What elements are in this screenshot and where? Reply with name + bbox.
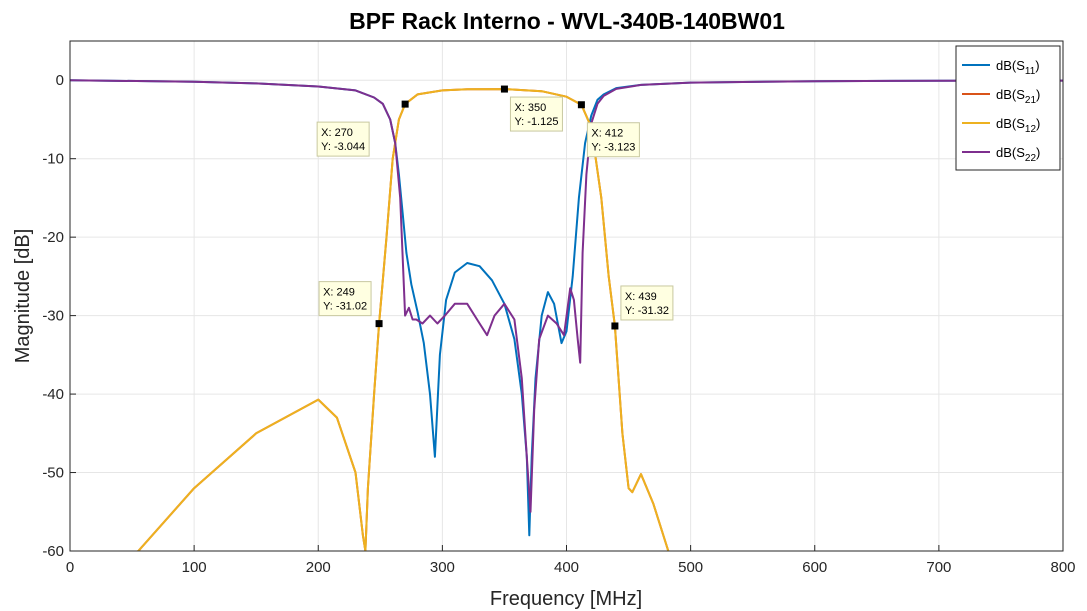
x-tick-label: 400 <box>554 559 579 576</box>
y-tick-label: 0 <box>56 72 64 89</box>
y-tick-label: -40 <box>42 386 64 403</box>
datatips: X: 270 Y: -3.044 X: 350 Y: -1.125 X: 412 Y: -… <box>316 85 674 330</box>
legend-label: dB(S11) <box>996 58 1040 77</box>
datatip-box <box>318 281 372 317</box>
series-s22-line <box>70 79 1063 513</box>
datatip-box <box>586 122 640 158</box>
legend-label-close: ) <box>1036 87 1040 102</box>
y-axis-label: Magnitude [dB] <box>12 229 34 364</box>
datatip-marker <box>577 101 585 109</box>
legend-label-subscript: 22 <box>1025 153 1037 164</box>
datatip-x-text: X: 350 <box>514 102 546 114</box>
legend-label-main: dB(S <box>996 116 1025 131</box>
legend-label-subscript: 11 <box>1025 66 1036 77</box>
legend: dB(S11)dB(S21)dB(S12)dB(S22) <box>955 45 1061 171</box>
legend-label: dB(S22) <box>996 145 1040 164</box>
datatip-box <box>316 121 370 157</box>
x-tick-label: 700 <box>926 559 951 576</box>
series-lines <box>70 79 1063 551</box>
y-tick-label: -50 <box>42 465 64 482</box>
y-tick-label: -10 <box>42 151 64 168</box>
x-tick-label: 800 <box>1050 559 1075 576</box>
x-tick-label: 500 <box>678 559 703 576</box>
y-tick-label: -20 <box>42 229 64 246</box>
legend-box <box>955 45 1061 171</box>
legend-label: dB(S21) <box>996 87 1040 106</box>
datatip-x-text: X: 412 <box>591 128 623 140</box>
datatip-box <box>620 285 674 321</box>
datatip-marker <box>611 322 619 330</box>
tick-labels: 0 100 200 300 400 500 600 700 800 0 -10 -20 -30 -40 -5… <box>42 72 1075 576</box>
x-tick-label: 600 <box>802 559 827 576</box>
legend-label-main: dB(S <box>996 58 1025 73</box>
x-axis-label: Frequency [MHz] <box>490 588 642 610</box>
datatip-x-text: X: 249 <box>323 287 355 299</box>
datatip-y-text: Y: -3.044 <box>321 141 365 153</box>
legend-label-subscript: 21 <box>1025 95 1037 106</box>
x-tick-label: 200 <box>306 559 331 576</box>
datatip-y-text: Y: -31.02 <box>323 301 367 313</box>
datatip-marker <box>401 100 409 108</box>
legend-label-main: dB(S <box>996 87 1025 102</box>
chart-title: BPF Rack Interno - WVL-340B-140BW01 <box>349 8 785 34</box>
legend-label-close: ) <box>1035 58 1039 73</box>
datatip-y-text: Y: -1.125 <box>514 116 558 128</box>
legend-label: dB(S12) <box>996 116 1040 135</box>
datatip-marker <box>500 85 508 93</box>
y-tick-label: -30 <box>42 308 64 325</box>
plot-frame <box>69 40 1064 552</box>
x-tick-label: 300 <box>430 559 455 576</box>
legend-label-close: ) <box>1036 116 1040 131</box>
datatip-y-text: Y: -3.123 <box>591 142 635 154</box>
x-tick-label: 100 <box>182 559 207 576</box>
legend-label-close: ) <box>1036 145 1040 160</box>
datatip-box <box>509 96 563 132</box>
datatip-x-text: X: 270 <box>321 127 353 139</box>
datatip-marker <box>375 320 383 328</box>
datatip-y-text: Y: -31.32 <box>625 305 669 317</box>
legend-label-subscript: 12 <box>1025 124 1037 135</box>
datatip-x-text: X: 439 <box>625 291 657 303</box>
x-tick-label: 0 <box>66 559 74 576</box>
series-s12-line <box>136 88 670 551</box>
y-tick-label: -60 <box>42 543 64 560</box>
legend-label-main: dB(S <box>996 145 1025 160</box>
